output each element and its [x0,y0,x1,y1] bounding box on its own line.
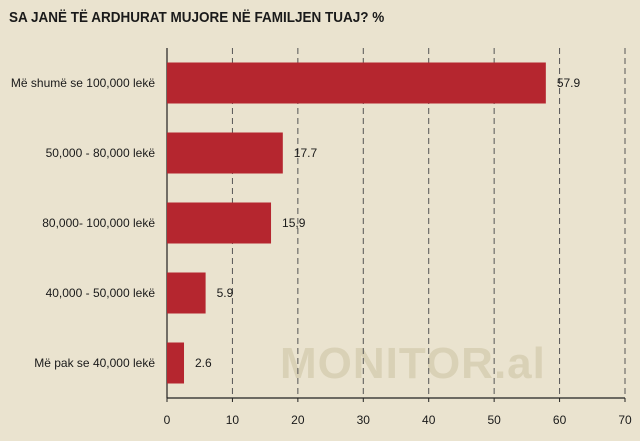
x-tick-label: 20 [291,413,305,427]
category-label: Më pak se 40,000 lekë [34,356,155,370]
x-tick-label: 60 [553,413,567,427]
x-tick-label: 40 [422,413,436,427]
chart-title: SA JANË TË ARDHURAT MUJORE NË FAMILJEN T… [9,9,385,26]
bar [167,202,272,244]
value-label: 15,9 [282,216,306,230]
value-label: 5.9 [217,286,234,300]
x-tick-label: 0 [164,413,171,427]
bar [167,342,185,384]
grid-lines [231,48,626,398]
watermark: MONITOR.al [280,339,546,388]
category-label: 80,000- 100,000 lekë [42,216,155,230]
value-label: 2.6 [195,356,212,370]
category-label: 50,000 - 80,000 lekë [46,146,156,160]
category-label: Më shumë se 100,000 lekë [11,76,155,90]
x-tick-label: 30 [357,413,371,427]
bar [167,272,206,314]
bars: Më shumë se 100,000 lekë 57.9 50,000 - 80,… [11,62,581,384]
value-label: 17.7 [294,146,318,160]
x-tick-label: 70 [618,413,632,427]
bar [167,62,546,104]
bar [167,132,283,174]
category-label: 40,000 - 50,000 lekë [46,286,156,300]
x-tick-label: 50 [487,413,501,427]
x-tick-label: 10 [226,413,240,427]
value-label: 57.9 [557,76,581,90]
